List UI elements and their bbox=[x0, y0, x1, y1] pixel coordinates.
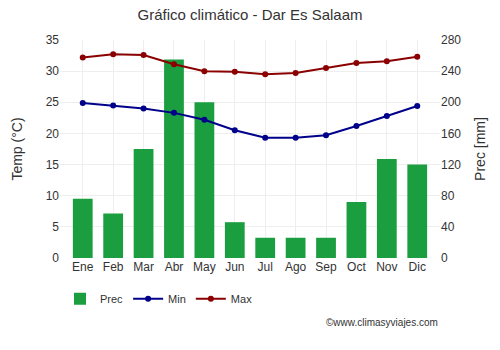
svg-text:80: 80 bbox=[441, 189, 455, 203]
svg-text:25: 25 bbox=[46, 95, 60, 109]
svg-text:May: May bbox=[193, 260, 216, 274]
svg-text:160: 160 bbox=[441, 127, 461, 141]
svg-text:30: 30 bbox=[46, 64, 60, 78]
svg-text:Oct: Oct bbox=[347, 260, 366, 274]
svg-text:Mar: Mar bbox=[133, 260, 154, 274]
svg-text:280: 280 bbox=[441, 33, 461, 47]
svg-text:200: 200 bbox=[441, 95, 461, 109]
svg-text:Prec: Prec bbox=[100, 293, 123, 305]
svg-text:©www.climasyviajes.com: ©www.climasyviajes.com bbox=[326, 317, 438, 328]
svg-text:Ago: Ago bbox=[285, 260, 307, 274]
svg-text:Jul: Jul bbox=[258, 260, 273, 274]
svg-text:Dic: Dic bbox=[409, 260, 426, 274]
svg-text:40: 40 bbox=[441, 220, 455, 234]
svg-text:Prec [mm]: Prec [mm] bbox=[472, 117, 488, 181]
svg-text:15: 15 bbox=[46, 158, 60, 172]
svg-text:Min: Min bbox=[168, 293, 186, 305]
svg-text:20: 20 bbox=[46, 127, 60, 141]
svg-text:Temp (°C): Temp (°C) bbox=[9, 117, 25, 180]
svg-text:Max: Max bbox=[231, 293, 252, 305]
svg-text:Jun: Jun bbox=[225, 260, 244, 274]
svg-text:Sep: Sep bbox=[315, 260, 337, 274]
svg-text:35: 35 bbox=[46, 33, 60, 47]
svg-text:Gráfico climático - Dar Es Sal: Gráfico climático - Dar Es Salaam bbox=[137, 6, 362, 23]
svg-text:5: 5 bbox=[52, 220, 59, 234]
svg-text:240: 240 bbox=[441, 64, 461, 78]
svg-text:Nov: Nov bbox=[376, 260, 397, 274]
svg-text:Ene: Ene bbox=[72, 260, 94, 274]
svg-text:Abr: Abr bbox=[165, 260, 184, 274]
svg-text:Feb: Feb bbox=[103, 260, 124, 274]
svg-text:0: 0 bbox=[52, 251, 59, 265]
svg-text:10: 10 bbox=[46, 189, 60, 203]
svg-text:120: 120 bbox=[441, 158, 461, 172]
svg-text:0: 0 bbox=[441, 251, 448, 265]
